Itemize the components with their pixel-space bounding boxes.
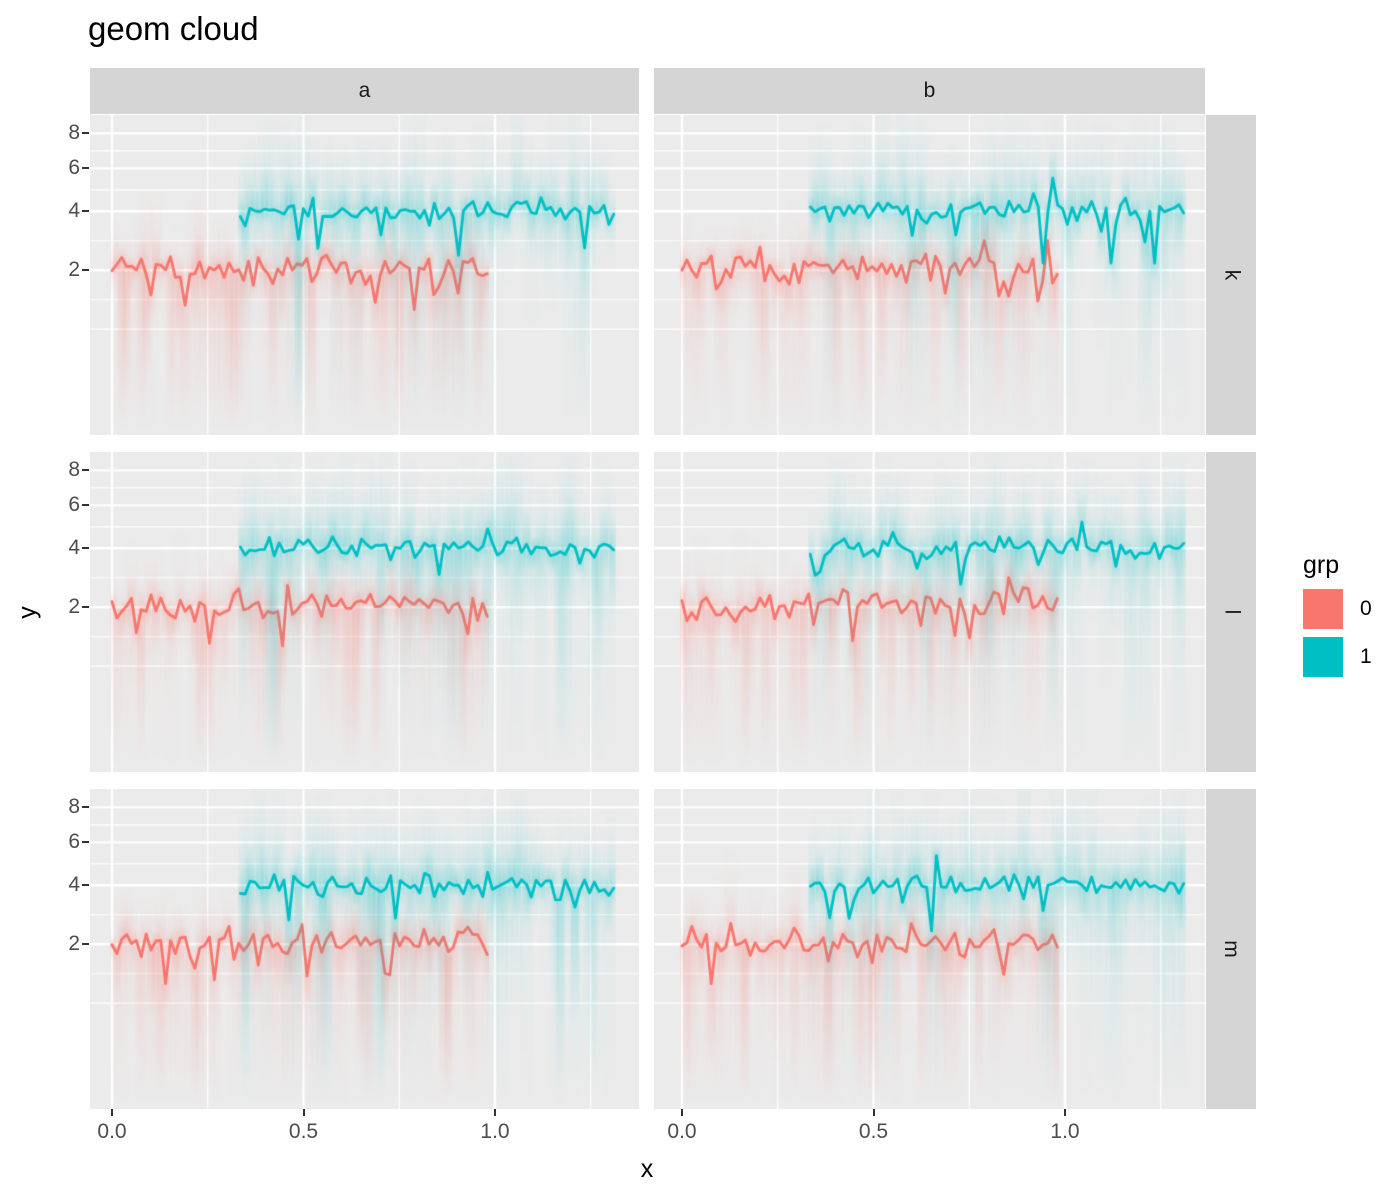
y-tick-mark: [82, 167, 89, 170]
legend-item-grp-0: 0: [1303, 589, 1372, 629]
y-tick-label: 4: [68, 536, 80, 560]
x-tick-label: 1.0: [480, 1120, 510, 1143]
x-tick-mark: [681, 1109, 683, 1116]
x-tick-mark: [111, 1109, 113, 1116]
y-tick-label: 8: [68, 458, 80, 482]
chart-title: geom cloud: [88, 10, 259, 47]
y-tick-label: 6: [68, 156, 80, 180]
x-axis-title: x: [640, 1155, 654, 1183]
y-tick-mark: [82, 606, 89, 609]
legend: grp 0 1: [1303, 551, 1372, 677]
y-tick-label: 6: [68, 830, 80, 854]
facet-strip-row-k: k: [1206, 115, 1256, 435]
legend-label-grp-1: 1: [1360, 645, 1372, 668]
y-tick-label: 4: [68, 873, 80, 897]
y-tick-label: 8: [68, 121, 80, 145]
y-tick-label: 6: [68, 493, 80, 517]
y-tick-label: 2: [68, 595, 80, 619]
y-tick-label: 8: [68, 795, 80, 819]
y-tick-label: 2: [68, 932, 80, 956]
facet-strip-col-a: a: [90, 68, 639, 114]
legend-label-grp-0: 0: [1360, 597, 1372, 620]
y-tick-mark: [82, 884, 89, 887]
facet-strip-row-l: l: [1206, 452, 1256, 772]
x-tick-mark: [494, 1109, 496, 1116]
legend-swatch-grp-1: [1303, 637, 1343, 677]
facet-strip-col-b: b: [654, 68, 1205, 114]
y-tick-mark: [82, 504, 89, 507]
facet-strip-row-k-label: k: [1220, 269, 1243, 281]
x-tick-label: 0.5: [288, 1120, 319, 1143]
y-tick-mark: [82, 469, 89, 472]
panel-a-k: [90, 115, 639, 435]
facet-strip-row-l-label: l: [1219, 609, 1243, 615]
y-tick-label: 2: [68, 258, 80, 282]
legend-swatch-grp-0: [1303, 589, 1343, 629]
panel-b-k: [654, 115, 1205, 435]
y-tick-mark: [82, 269, 89, 272]
y-tick-mark: [82, 841, 89, 844]
facet-strip-row-m-label: m: [1220, 940, 1243, 958]
panel-b-l: [654, 452, 1205, 772]
x-tick-mark: [302, 1109, 305, 1116]
x-tick-label: 0.0: [667, 1120, 697, 1143]
facet-strip-row-m: m: [1206, 789, 1256, 1109]
panel-a-l: [90, 452, 639, 772]
legend-title: grp: [1303, 551, 1340, 579]
panel-b-m: [654, 789, 1205, 1109]
y-tick-mark: [82, 132, 89, 135]
y-tick-mark: [82, 210, 89, 213]
y-tick-mark: [82, 943, 89, 946]
x-tick-label: 0.5: [858, 1120, 889, 1143]
y-tick-label: 4: [68, 199, 80, 223]
panel-a-m: [90, 789, 639, 1109]
x-tick-mark: [1064, 1109, 1066, 1116]
y-tick-mark: [82, 806, 89, 809]
y-tick-mark: [82, 547, 89, 550]
legend-item-grp-1: 1: [1303, 637, 1372, 677]
x-tick-mark: [872, 1109, 875, 1116]
x-tick-label: 0.0: [97, 1120, 127, 1143]
x-tick-label: 1.0: [1050, 1120, 1080, 1143]
y-axis-title: y: [13, 606, 42, 619]
